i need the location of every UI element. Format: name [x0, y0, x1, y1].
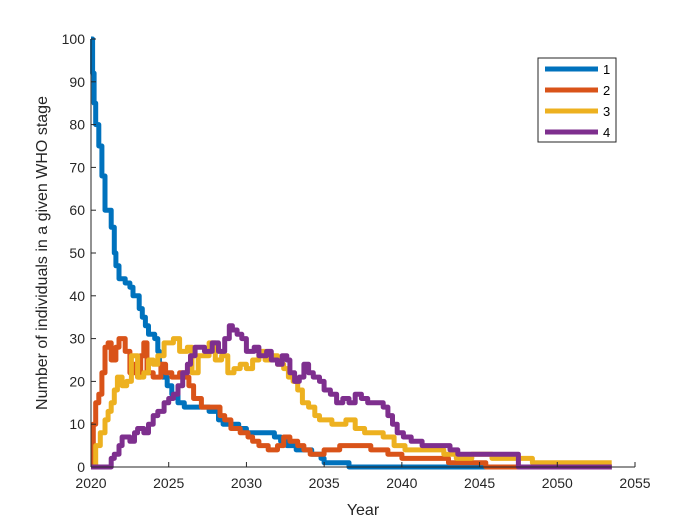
x-tick-label: 2040	[386, 475, 417, 491]
legend-label-3: 3	[603, 104, 610, 119]
legend: 1 2 3 4	[537, 57, 617, 143]
y-tick-label: 0	[77, 459, 85, 475]
legend-entries: 1 2 3 4	[545, 62, 610, 140]
x-tick-label: 2045	[464, 475, 495, 491]
legend-label-4: 4	[603, 125, 610, 140]
y-tick-label: 80	[69, 117, 85, 133]
x-tick-label: 2050	[542, 475, 573, 491]
axes-layer: 2020 2025 2030 2035 2040 2045 2050 205501020304…	[62, 31, 651, 491]
series-line-2	[90, 336, 612, 470]
series-layer	[90, 36, 612, 470]
y-tick-label: 50	[69, 245, 85, 261]
y-tick-label: 40	[69, 288, 85, 304]
y-tick-label: 60	[69, 202, 85, 218]
y-tick-label: 10	[69, 416, 85, 432]
y-tick-label: 30	[69, 331, 85, 347]
legend-label-1: 1	[603, 62, 610, 77]
series-line-3	[91, 336, 612, 470]
x-tick-label: 2035	[309, 475, 340, 491]
x-tick-label: 2055	[619, 475, 650, 491]
y-tick-label: 90	[69, 74, 85, 90]
legend-box	[537, 57, 617, 143]
x-tick-label: 2020	[75, 475, 106, 491]
series-line-4	[91, 323, 612, 470]
y-tick-label: 70	[69, 159, 85, 175]
x-axis-label: Year	[347, 502, 380, 519]
y-axis-label: Number of individuals in a given WHO sta…	[34, 96, 51, 410]
x-tick-label: 2030	[231, 475, 262, 491]
x-tick-label: 2025	[153, 475, 184, 491]
y-tick-label: 100	[62, 31, 86, 47]
legend-label-2: 2	[603, 83, 610, 98]
y-tick-label: 20	[69, 373, 85, 389]
